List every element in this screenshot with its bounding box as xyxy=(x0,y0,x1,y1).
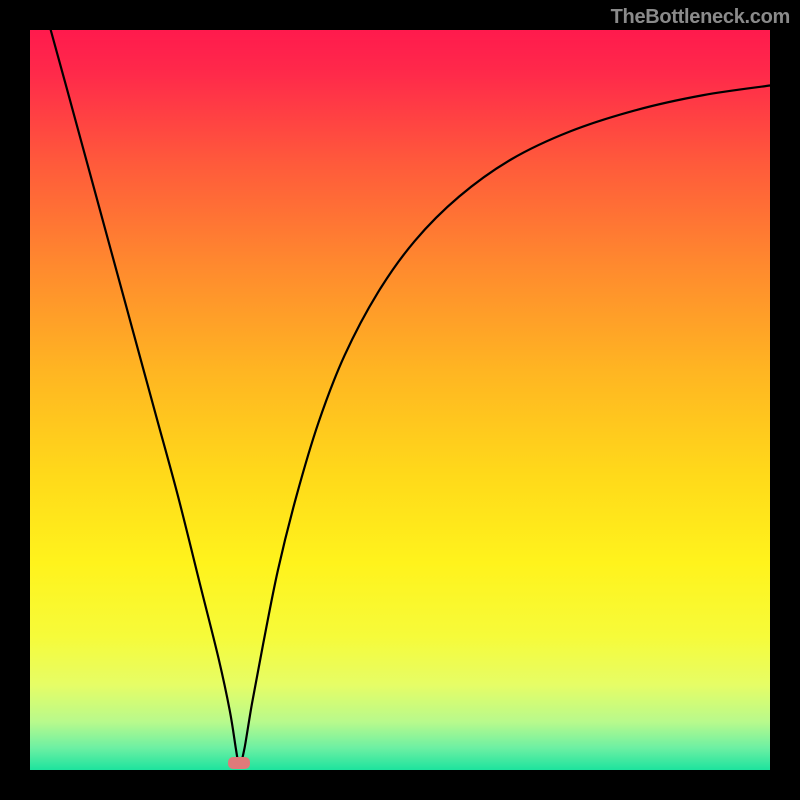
plot-area xyxy=(30,30,770,770)
curve-svg xyxy=(30,30,770,770)
curve-left-branch xyxy=(51,30,239,766)
minimum-marker xyxy=(228,757,250,769)
watermark-text: TheBottleneck.com xyxy=(611,6,790,29)
chart-frame: TheBottleneck.com xyxy=(0,0,800,800)
curve-right-branch xyxy=(240,86,770,767)
